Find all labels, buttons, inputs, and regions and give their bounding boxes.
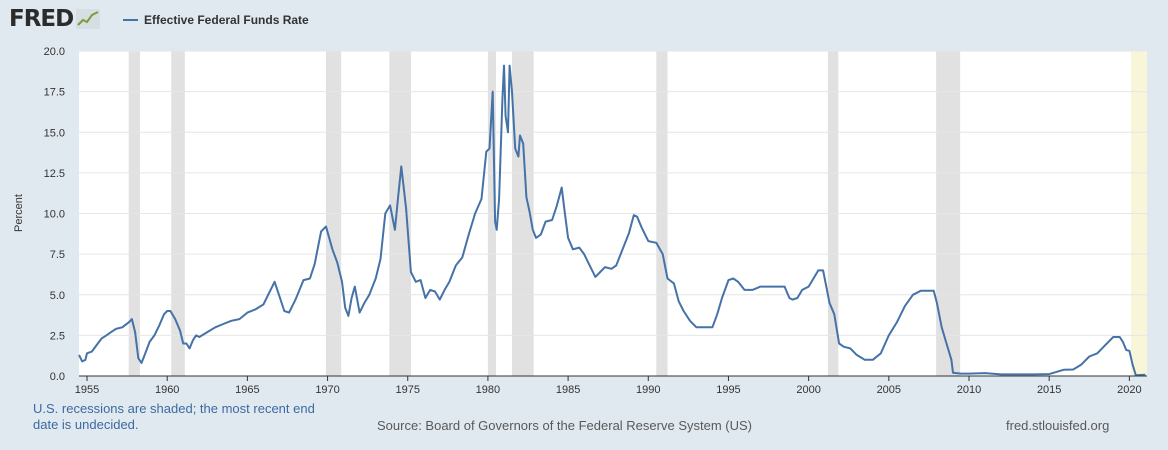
x-tick-label: 1970 [315,384,339,396]
chart-legend: Effective Federal Funds Rate [123,13,309,27]
series-line-effective-federal-funds-rate [78,64,1146,377]
legend-label: Effective Federal Funds Rate [144,13,309,27]
chart: 0.0 2.5 5.0 7.5 10.0 12.5 15.0 17.5 20.0 1955 196… [13,46,1147,396]
x-tick-label: 2015 [1037,384,1061,396]
source-text: Source: Board of Governors of the Federa… [377,418,752,433]
recession-note: U.S. recessions are shaded; the most rec… [33,401,315,432]
x-tick-label: 2010 [957,384,981,396]
source-url-link[interactable]: fred.stlouisfed.org [1006,418,1110,433]
chart-header: FRED Effective Federal Funds Rate [0,0,1168,44]
y-tick-label: 10.0 [44,209,65,221]
x-tick-label: 1985 [556,384,580,396]
x-tick-label: 1955 [75,384,99,396]
y-tick-label: 15.0 [44,127,65,139]
legend-swatch [123,19,138,21]
y-tick-label: 12.5 [44,168,65,180]
x-tick-label: 2000 [796,384,820,396]
x-tick-label: 1980 [476,384,500,396]
x-axis-ticks: 1955 1960 1965 1970 1975 1980 1985 1990 1995 2000… [75,376,1142,396]
y-tick-label: 0.0 [50,371,65,383]
y-tick-label: 2.5 [50,330,65,342]
y-tick-label: 17.5 [44,87,65,99]
y-tick-label: 20.0 [44,46,65,58]
y-tick-label: 7.5 [50,249,65,261]
y-axis-title: Percent [13,194,25,232]
x-tick-label: 1990 [636,384,660,396]
x-tick-label: 1965 [235,384,259,396]
fred-logo[interactable]: FRED [9,6,101,32]
y-axis-ticks: 0.0 2.5 5.0 7.5 10.0 12.5 15.0 17.5 20.0 [44,46,65,383]
x-tick-label: 2020 [1117,384,1141,396]
fred-logo-text: FRED [9,6,74,32]
x-tick-label: 1975 [395,384,419,396]
fred-graph-icon [76,9,101,29]
x-tick-label: 2005 [877,384,901,396]
x-tick-label: 1960 [155,384,179,396]
y-tick-label: 5.0 [50,290,65,302]
x-tick-label: 1995 [716,384,740,396]
gridlines [79,50,1147,336]
